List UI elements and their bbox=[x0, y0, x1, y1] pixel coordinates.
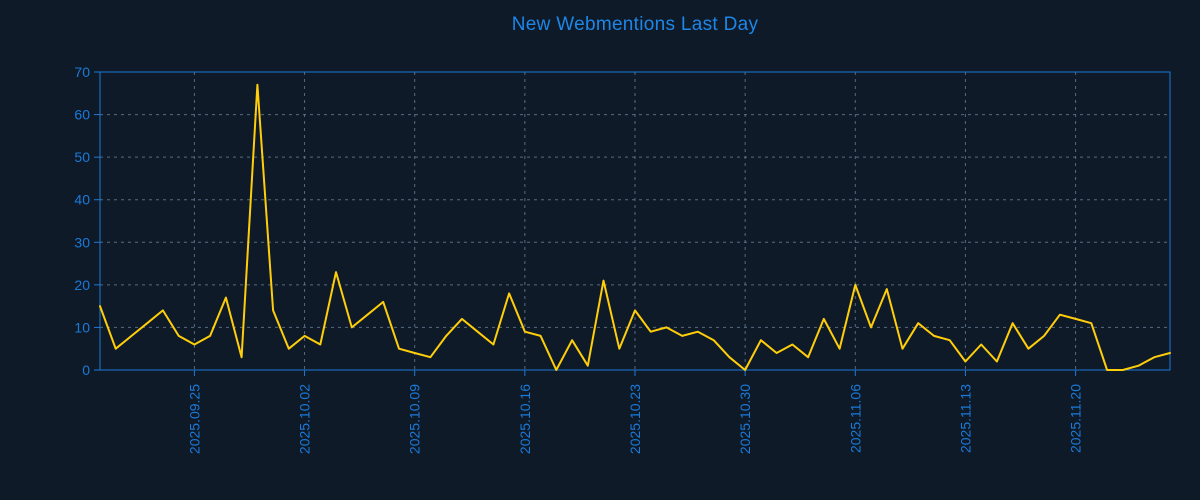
svg-text:2025.10.16: 2025.10.16 bbox=[517, 384, 533, 454]
svg-text:2025.10.09: 2025.10.09 bbox=[407, 384, 423, 454]
chart-title: New Webmentions Last Day bbox=[511, 14, 759, 35]
svg-text:20: 20 bbox=[74, 277, 90, 293]
svg-text:30: 30 bbox=[74, 234, 90, 250]
plot-border bbox=[99, 71, 1171, 371]
svg-text:0: 0 bbox=[82, 362, 90, 378]
x-axis-labels: 2025.09.25 2025.10.02 2025.10.09 2025.10.16… bbox=[186, 384, 1083, 454]
y-axis-labels: 0 10 20 30 40 50 60 70 bbox=[74, 64, 90, 378]
svg-text:50: 50 bbox=[74, 149, 90, 165]
svg-text:40: 40 bbox=[74, 192, 90, 208]
svg-text:2025.10.02: 2025.10.02 bbox=[297, 384, 313, 454]
svg-text:2025.09.25: 2025.09.25 bbox=[186, 384, 202, 454]
svg-text:60: 60 bbox=[74, 107, 90, 123]
svg-text:10: 10 bbox=[74, 319, 90, 335]
svg-text:2025.10.23: 2025.10.23 bbox=[627, 384, 643, 454]
svg-text:2025.10.30: 2025.10.30 bbox=[737, 384, 753, 454]
svg-text:2025.11.06: 2025.11.06 bbox=[847, 384, 863, 453]
data-line bbox=[99, 83, 1171, 371]
svg-text:2025.11.13: 2025.11.13 bbox=[957, 384, 973, 453]
axis-tick-marks bbox=[94, 71, 1077, 376]
chart-gridlines bbox=[100, 72, 1170, 370]
svg-text:70: 70 bbox=[74, 64, 90, 80]
svg-text:2025.11.20: 2025.11.20 bbox=[1068, 384, 1084, 453]
